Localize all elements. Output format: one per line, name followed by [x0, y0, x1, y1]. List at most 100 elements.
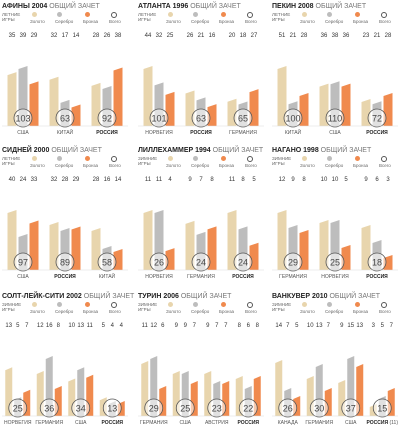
- bar-value-label: 5: [344, 177, 348, 183]
- bar-value-label: 11: [156, 177, 163, 183]
- total-circle: [207, 398, 227, 418]
- bar-value-label: 27: [251, 33, 258, 39]
- legend-label: Всего: [245, 19, 257, 24]
- legend-swatch: [327, 156, 332, 161]
- gold-bar: [275, 360, 283, 416]
- bar-chart-svg: 44 32 25 101 НОРВЕГИЯ 26 21 16 63 РОССИЯ 20 18 27 65 Г…: [138, 33, 264, 136]
- total-value-label: 63: [196, 114, 206, 124]
- bar-value-label: 29: [31, 33, 38, 39]
- bar-chart-svg: 51 21 28 100 КИТАЙ 36 38 36 110 США 23 21 28 72 РОССИЯ: [272, 33, 398, 136]
- legend-label: Бронза: [219, 309, 235, 314]
- bar-value-label: 20: [229, 33, 236, 39]
- bar-value-label: 9: [184, 323, 188, 329]
- legend-label: Серебро: [191, 163, 210, 168]
- total-value-label: 23: [212, 404, 222, 414]
- bar-value-label: 25: [167, 33, 174, 39]
- total-circle: [191, 108, 211, 128]
- bar-value-label: 16: [209, 33, 216, 39]
- total-circle: [144, 398, 164, 418]
- category-note: (11): [388, 420, 398, 426]
- total-circle: [149, 252, 169, 272]
- bar-value-label: 11: [142, 323, 149, 329]
- bar-value-label: 8: [256, 323, 260, 329]
- total-circle: [191, 252, 211, 272]
- gold-bar: [185, 220, 195, 270]
- legend-label: Всего: [379, 309, 391, 314]
- total-value-label: 25: [180, 404, 190, 414]
- legend-swatch: [327, 12, 332, 17]
- total-value-label: 25: [13, 404, 23, 414]
- bar-value-label: 26: [187, 33, 194, 39]
- legend-swatch: [355, 12, 360, 17]
- category-label: США: [345, 420, 357, 426]
- chart-panel: АТЛАНТА 1996 ОБЩИЙ ЗАЧЕТ ЛЕТНИЕ ИГРЫ Золот…: [138, 2, 264, 142]
- category-label: РОССИЯ: [366, 130, 388, 136]
- category-label: РОССИЯ (11): [367, 420, 399, 426]
- bar-value-label: 11: [145, 177, 152, 183]
- legend-label: Золото: [30, 309, 45, 314]
- chart-legend: ЗИМНИЕ ИГРЫ Золото Серебро Бронза Всего: [272, 156, 400, 172]
- legend-swatch: [355, 302, 360, 307]
- legend-swatch: [193, 12, 198, 17]
- bar-value-label: 10: [307, 323, 314, 329]
- total-circle: [102, 398, 122, 418]
- chart-legend: ЛЕТНИЕ ИГРЫ Золото Серебро Бронза Всего: [2, 12, 134, 28]
- bar-value-label: 12: [150, 323, 157, 329]
- bar-value-label: 15: [347, 323, 354, 329]
- bar-value-label: 12: [279, 177, 286, 183]
- total-value-label: 29: [149, 404, 159, 414]
- legend-label: Бронза: [83, 163, 99, 168]
- bar-value-label: 4: [111, 323, 115, 329]
- legend-label: Всего: [109, 19, 121, 24]
- total-circle: [97, 252, 117, 272]
- total-value-label: 29: [288, 258, 298, 268]
- gold-bar: [7, 210, 17, 270]
- bar-value-label: 5: [295, 323, 299, 329]
- legend-swatch: [85, 156, 90, 161]
- chart-subtitle: ОБЩИЙ ЗАЧЕТ: [212, 147, 264, 154]
- bar-value-label: 8: [210, 177, 214, 183]
- total-value-label: 72: [372, 114, 382, 124]
- category-label: РОССИЯ: [366, 274, 388, 280]
- bar-value-label: 7: [224, 323, 228, 329]
- bar-value-label: 32: [156, 33, 163, 39]
- bar-value-label: 4: [120, 323, 124, 329]
- legend-label: Золото: [300, 19, 315, 24]
- legend-swatch: [193, 302, 198, 307]
- chart-title: ТУРИН 2006 ОБЩИЙ ЗАЧЕТ: [138, 292, 231, 301]
- legend-label: Серебро: [191, 19, 210, 24]
- bar-value-label: 21: [290, 33, 297, 39]
- chart-title: НАГАНО 1998 ОБЩИЙ ЗАЧЕТ: [272, 146, 371, 155]
- chart-legend: ЗИМНИЕ ИГРЫ Золото Серебро Бронза Всего: [2, 302, 134, 318]
- chart-title: ПЕКИН 2008 ОБЩИЙ ЗАЧЕТ: [272, 2, 366, 11]
- gold-bar: [277, 210, 287, 270]
- bronze-bar: [113, 67, 123, 126]
- bar-value-label: 14: [115, 177, 122, 183]
- total-circle: [13, 108, 33, 128]
- total-value-label: 15: [377, 404, 387, 414]
- bronze-bar: [29, 220, 39, 270]
- total-circle: [283, 252, 303, 272]
- bar-value-label: 9: [340, 323, 344, 329]
- legend-label: Бронза: [353, 19, 369, 24]
- bar-value-label: 5: [252, 177, 256, 183]
- bar-value-label: 6: [375, 177, 379, 183]
- legend-label: Всего: [379, 19, 391, 24]
- gold-bar: [227, 210, 237, 270]
- bar-value-label: 13: [316, 323, 323, 329]
- total-value-label: 100: [285, 114, 300, 124]
- total-value-label: 37: [346, 404, 356, 414]
- bar-value-label: 5: [16, 323, 20, 329]
- total-value-label: 58: [102, 258, 112, 268]
- total-circle: [238, 398, 258, 418]
- total-circle: [8, 398, 28, 418]
- bar-value-label: 33: [31, 177, 38, 183]
- bar-value-label: 8: [57, 323, 61, 329]
- bar-value-label: 7: [286, 323, 290, 329]
- chart-subtitle: ОБЩИЙ ЗАЧЕТ: [329, 293, 381, 300]
- bar-value-label: 32: [51, 33, 58, 39]
- bar-value-label: 9: [175, 323, 179, 329]
- total-ring-icon: [111, 156, 117, 162]
